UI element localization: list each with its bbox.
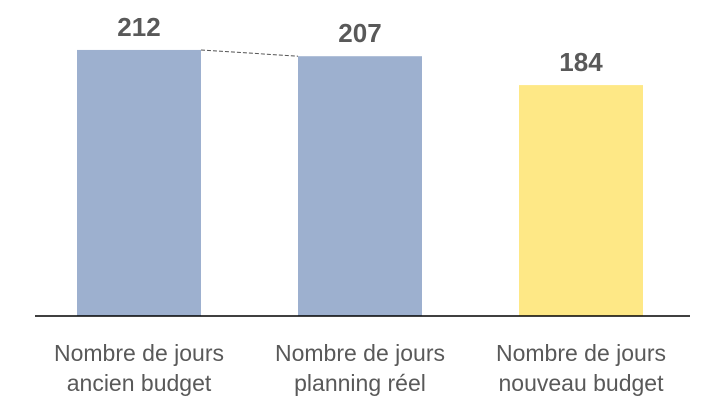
value-label: 184 bbox=[559, 47, 603, 77]
category-label: Nombre de jours nouveau budget bbox=[495, 340, 667, 396]
value-label: 207 bbox=[338, 18, 381, 48]
bar bbox=[519, 85, 643, 316]
connector bbox=[200, 49, 299, 57]
category-label: Nombre de jours planning réel bbox=[274, 340, 446, 396]
category-label: Nombre de jours ancien budget bbox=[53, 340, 225, 396]
value-label: 212 bbox=[117, 12, 160, 42]
bar bbox=[77, 49, 201, 316]
bar bbox=[298, 56, 422, 317]
